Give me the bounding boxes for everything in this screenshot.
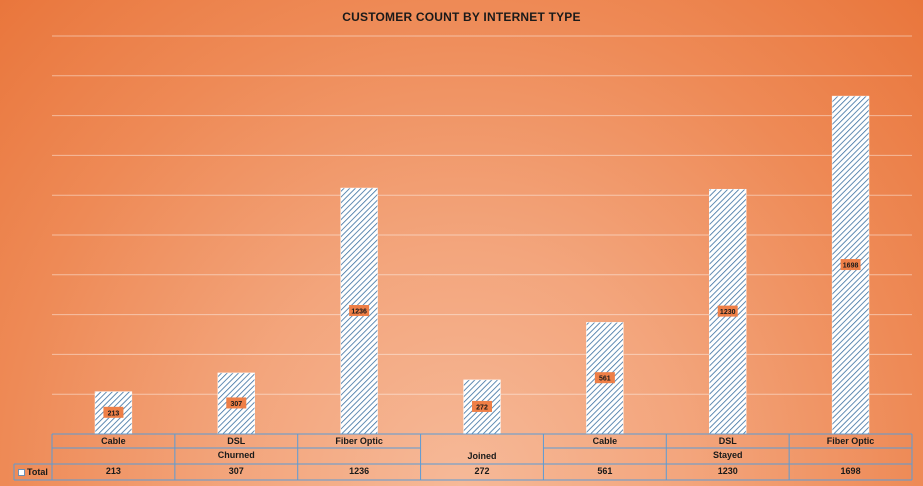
data-label-box: [103, 406, 124, 418]
legend-key-icon: [18, 469, 25, 477]
data-label-box: [226, 397, 247, 409]
data-label: 1236: [351, 309, 367, 316]
data-label: 1698: [843, 263, 859, 270]
data-label: 272: [476, 404, 488, 411]
chart-title: CUSTOMER COUNT BY INTERNET TYPE: [342, 10, 581, 24]
data-table-row-label: Total: [18, 466, 48, 478]
data-label-box: [349, 305, 370, 317]
data-label-box: [472, 400, 492, 412]
data-label-box: [594, 372, 615, 384]
data-label: 1230: [720, 309, 736, 316]
data-label-box: [717, 305, 738, 317]
data-label: 561: [599, 376, 611, 383]
data-table-row-label-text: Total: [27, 467, 48, 477]
data-label-box: [840, 259, 861, 271]
data-label: 213: [108, 410, 120, 417]
data-label: 307: [230, 401, 242, 408]
